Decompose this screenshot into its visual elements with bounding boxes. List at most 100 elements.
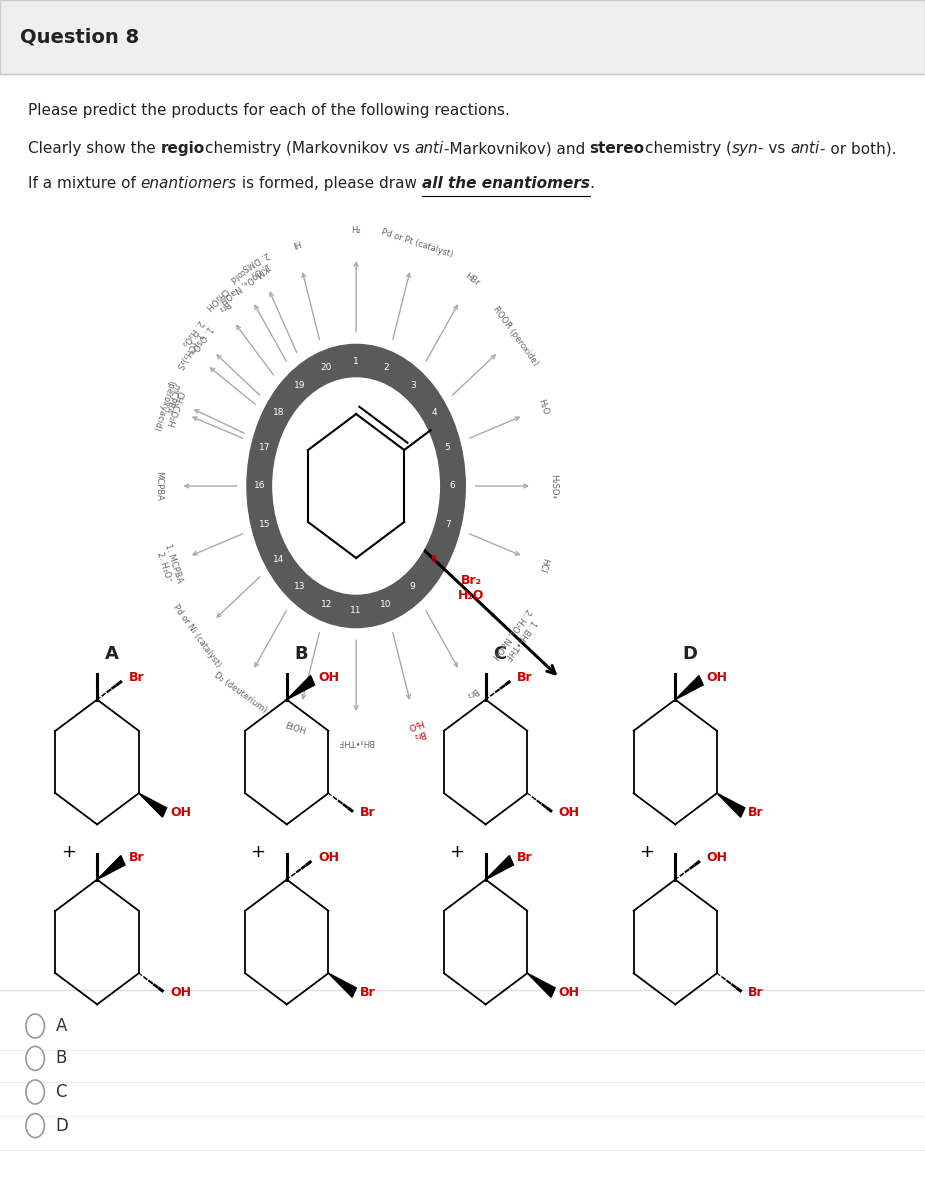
Circle shape [26, 1014, 44, 1038]
Text: Br: Br [748, 986, 764, 1000]
Text: Br: Br [129, 671, 144, 684]
Text: 16: 16 [254, 481, 265, 491]
Circle shape [273, 378, 439, 594]
Text: anti: anti [791, 142, 820, 156]
Polygon shape [527, 973, 555, 997]
Text: 3: 3 [410, 380, 415, 390]
Text: 1. OsO₄
2. H₂O₂: 1. OsO₄ 2. H₂O₂ [179, 317, 214, 354]
Text: OH: OH [707, 671, 728, 684]
Text: BH₃•THF: BH₃•THF [338, 737, 375, 746]
Text: - or both).: - or both). [820, 142, 896, 156]
Text: Please predict the products for each of the following reactions.: Please predict the products for each of … [28, 103, 510, 118]
Circle shape [26, 1080, 44, 1104]
Text: Br: Br [517, 851, 533, 864]
Text: A: A [56, 1018, 67, 1034]
Polygon shape [486, 856, 513, 880]
Text: CH₃CO₂H
(peroxyacid): CH₃CO₂H (peroxyacid) [152, 379, 186, 436]
Text: 5: 5 [445, 443, 450, 452]
Text: H₂: H₂ [352, 226, 361, 235]
Text: 20: 20 [321, 362, 332, 372]
Text: +: + [61, 842, 76, 862]
Text: C: C [493, 646, 507, 662]
Text: MCPBA: MCPBA [154, 472, 164, 500]
Text: 9: 9 [410, 582, 415, 592]
Text: Br: Br [129, 851, 144, 864]
Text: H₂SO₄: H₂SO₄ [549, 474, 558, 498]
Text: HI: HI [290, 238, 301, 248]
Text: 10: 10 [380, 600, 391, 610]
Text: 4: 4 [431, 408, 437, 418]
Text: -Markovnikov) and: -Markovnikov) and [444, 142, 590, 156]
Text: all the enantiomers: all the enantiomers [422, 176, 589, 191]
Text: stereo: stereo [590, 142, 645, 156]
Text: 13: 13 [294, 582, 305, 592]
Text: D: D [56, 1116, 68, 1135]
Polygon shape [97, 856, 125, 880]
Text: +: + [639, 842, 654, 862]
Text: Br: Br [748, 806, 764, 820]
Text: If a mixture of: If a mixture of [28, 176, 141, 191]
Text: Br₂: Br₂ [464, 685, 480, 700]
Text: OH: OH [559, 986, 580, 1000]
Text: 2: 2 [383, 362, 388, 372]
Text: +: + [450, 842, 464, 862]
Text: 12: 12 [321, 600, 332, 610]
Text: Question 8: Question 8 [20, 28, 140, 47]
Text: anti: anti [414, 142, 444, 156]
Text: OH: OH [170, 806, 191, 820]
Text: Pd or Pt (catalyst): Pd or Pt (catalyst) [380, 227, 454, 259]
Text: OH: OH [559, 806, 580, 820]
Circle shape [26, 1046, 44, 1070]
Text: B: B [294, 646, 308, 662]
Text: HBr: HBr [462, 271, 481, 288]
FancyBboxPatch shape [0, 0, 925, 74]
Text: OH: OH [318, 671, 339, 684]
Text: 1. MCPBA
2. H₃O⁺: 1. MCPBA 2. H₃O⁺ [154, 542, 184, 587]
Text: Br₂
H₂O: Br₂ H₂O [406, 718, 427, 740]
Text: 6: 6 [450, 481, 455, 491]
Circle shape [26, 1114, 44, 1138]
Text: D: D [682, 646, 697, 662]
Circle shape [247, 344, 465, 628]
Text: Pd or Ni (catalyst): Pd or Ni (catalyst) [171, 604, 223, 670]
Text: 19: 19 [294, 380, 305, 390]
Text: KMnO₄, NaOH
cold: KMnO₄, NaOH cold [211, 254, 269, 304]
Text: OH: OH [318, 851, 339, 864]
Text: OH: OH [170, 986, 191, 1000]
Text: Br₂
CH₂OH: Br₂ CH₂OH [203, 286, 236, 319]
Polygon shape [717, 793, 745, 817]
Text: C: C [56, 1082, 67, 1102]
Text: 11: 11 [351, 606, 362, 616]
Text: 1. O₃
2. DMS: 1. O₃ 2. DMS [240, 248, 276, 281]
Text: chemistry (: chemistry ( [645, 142, 732, 156]
Text: syn: syn [732, 142, 758, 156]
Polygon shape [287, 676, 314, 700]
Text: Br: Br [360, 986, 376, 1000]
Text: .: . [589, 176, 595, 191]
Text: Br: Br [517, 671, 533, 684]
Text: D₂ (deuterium): D₂ (deuterium) [213, 671, 268, 715]
Text: 8: 8 [431, 554, 438, 564]
Text: 14: 14 [273, 554, 284, 564]
Text: 1: 1 [353, 356, 359, 366]
Text: chemistry (Markovnikov vs: chemistry (Markovnikov vs [204, 142, 414, 156]
Polygon shape [139, 793, 166, 817]
Text: 1. (CH₃)₂S: 1. (CH₃)₂S [174, 331, 204, 371]
Text: +: + [251, 842, 265, 862]
Text: - vs: - vs [758, 142, 791, 156]
Text: Br: Br [360, 806, 376, 820]
Text: 18: 18 [273, 408, 284, 418]
Polygon shape [675, 676, 703, 700]
Text: A: A [105, 646, 118, 662]
Text: 15: 15 [259, 520, 270, 529]
Text: Br₂
H₂O: Br₂ H₂O [458, 574, 485, 602]
Text: B: B [56, 1049, 67, 1068]
Text: regio: regio [160, 142, 204, 156]
Text: OH: OH [707, 851, 728, 864]
Text: 1. BH₃•THF
2. H₂O₂, NaOH: 1. BH₃•THF 2. H₂O₂, NaOH [490, 606, 541, 666]
Text: EtOH: EtOH [284, 721, 307, 737]
Text: mCPBA: mCPBA [162, 383, 180, 414]
Text: is formed, please draw: is formed, please draw [237, 176, 422, 191]
Text: 17: 17 [259, 443, 270, 452]
Polygon shape [328, 973, 356, 997]
